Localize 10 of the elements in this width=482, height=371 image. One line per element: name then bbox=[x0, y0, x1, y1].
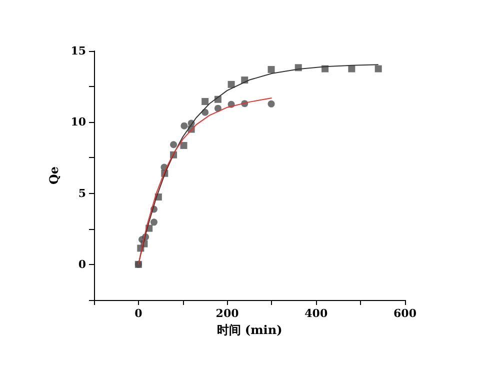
x-axis-title: 时间 (min) bbox=[216, 322, 282, 337]
x-tick-label: 0 bbox=[134, 307, 143, 320]
x-tick-label: 200 bbox=[216, 307, 240, 320]
y-axis-title: Qe bbox=[46, 166, 61, 185]
y-tick-label: 15 bbox=[70, 44, 86, 58]
x-tick-label: 400 bbox=[304, 307, 328, 320]
y-tick-label: 0 bbox=[78, 258, 86, 271]
y-tick-label: 5 bbox=[78, 186, 86, 200]
y-tick-label: 10 bbox=[70, 116, 86, 129]
x-tick-label: 600 bbox=[394, 307, 417, 320]
